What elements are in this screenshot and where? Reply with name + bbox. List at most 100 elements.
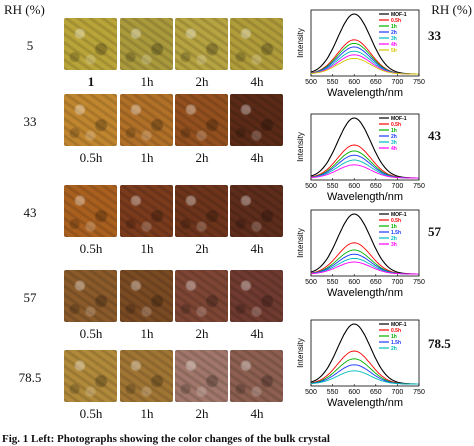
x-tick-label: 500	[305, 279, 317, 286]
crystal-photo	[64, 18, 117, 70]
x-tick-label: 750	[413, 183, 425, 190]
legend-label: 0.5h	[391, 18, 401, 24]
x-tick-label: 700	[392, 279, 404, 286]
spectrum-panel: 500 550 600 650 700 750 Wavelength/nm Intensity…	[293, 108, 425, 204]
legend-label: 1h	[391, 128, 397, 134]
time-label: 4h	[250, 406, 264, 421]
legend-label: 2h	[391, 134, 397, 140]
x-tick-label: 600	[348, 79, 360, 86]
spectrum-curve	[310, 117, 419, 179]
rh-header: RH (%)	[4, 2, 45, 17]
legend-label: 2h	[391, 236, 397, 242]
rh-header-right: RH (%)	[431, 2, 472, 17]
spectrum-curve	[310, 54, 419, 75]
time-label: 1h	[140, 241, 154, 256]
spectrum-curve	[310, 150, 419, 179]
x-tick-label: 550	[327, 183, 339, 190]
x-tick-label: 600	[348, 389, 360, 396]
crystal-photo	[120, 94, 173, 146]
spectrum-curve	[310, 370, 419, 385]
time-label: 4h	[250, 74, 264, 89]
legend-label: 4h	[391, 42, 397, 48]
crystal-photo	[64, 350, 117, 402]
legend-label: 3h	[391, 140, 397, 146]
x-tick-label: 750	[413, 79, 425, 86]
crystal-photo	[64, 94, 117, 146]
x-tick-label: 500	[305, 183, 317, 190]
time-label: 1h	[140, 406, 154, 421]
x-tick-label: 650	[370, 183, 382, 190]
x-axis-label: Wavelength/nm	[327, 397, 403, 409]
time-label: 1	[87, 74, 95, 89]
time-label: 4h	[250, 326, 264, 341]
x-tick-label: 650	[370, 389, 382, 396]
crystal-photo	[175, 18, 228, 70]
spectrum-curve	[310, 13, 419, 75]
spectrum-curve	[310, 164, 419, 179]
spectrum-curve	[310, 57, 419, 75]
crystal-photo	[230, 94, 283, 146]
time-label: 2h	[195, 150, 209, 165]
x-tick-label: 500	[305, 79, 317, 86]
spectrum-chart: 500 550 600 650 700 750 Wavelength/nm Intensity…	[296, 319, 425, 409]
legend-label: 0.5h	[391, 218, 401, 224]
x-tick-label: 550	[327, 279, 339, 286]
time-label: 0.5h	[79, 241, 103, 256]
x-tick-label: 600	[348, 183, 360, 190]
spectrum-curve	[310, 50, 419, 75]
crystal-photo	[230, 350, 283, 402]
time-label: 0.5h	[79, 406, 103, 421]
y-axis-label: Intensity	[296, 28, 305, 58]
legend-label: 5h	[391, 48, 397, 54]
crystal-photo	[120, 185, 173, 237]
rh-value-right: 78.5	[428, 336, 451, 351]
spectrum-curve	[310, 261, 419, 275]
x-tick-label: 750	[413, 389, 425, 396]
legend-label: 1.5h	[391, 230, 401, 236]
spectrum-chart: 500 550 600 650 700 750 Wavelength/nm Intensity…	[296, 209, 425, 299]
time-label: 1h	[140, 150, 154, 165]
x-tick-label: 500	[305, 389, 317, 396]
legend-label: 1h	[391, 24, 397, 30]
rh-value-right: 33	[428, 28, 441, 43]
time-label: 2h	[195, 74, 209, 89]
y-axis-label: Intensity	[296, 132, 305, 162]
crystal-photo	[64, 185, 117, 237]
legend-label: 2h	[391, 30, 397, 36]
time-label: 0.5h	[79, 326, 103, 341]
plot-frame	[310, 9, 420, 77]
y-axis-label: Intensity	[296, 228, 305, 258]
rh-value: 78.5	[18, 370, 42, 385]
crystal-photo	[175, 185, 228, 237]
time-label: 2h	[195, 406, 209, 421]
plot-frame	[310, 113, 420, 181]
x-tick-label: 700	[392, 183, 404, 190]
x-axis-label: Wavelength/nm	[327, 87, 403, 99]
time-label: 0.5h	[79, 150, 103, 165]
legend-label: 0.5h	[391, 328, 401, 334]
spectrum-panel: 500 550 600 650 700 750 Wavelength/nm Intensity…	[293, 204, 425, 300]
crystal-photo	[120, 270, 173, 322]
legend-label: 0.5h	[391, 122, 401, 128]
rh-value: 33	[23, 114, 37, 129]
crystal-photo	[64, 270, 117, 322]
x-axis-label: Wavelength/nm	[327, 191, 403, 203]
legend-label: 1h	[391, 224, 397, 230]
x-tick-label: 750	[413, 279, 425, 286]
figure-caption: Fig. 1 Left: Photographs showing the col…	[2, 433, 330, 445]
y-axis-label: Intensity	[296, 338, 305, 368]
legend-label: 3h	[391, 36, 397, 42]
crystal-photo	[175, 94, 228, 146]
spectrum-curve	[310, 213, 419, 275]
crystal-photo	[120, 350, 173, 402]
time-label: 4h	[250, 150, 264, 165]
legend-label: MOF-1	[391, 116, 407, 122]
crystal-photo	[230, 185, 283, 237]
spectrum-curve	[310, 323, 419, 385]
x-tick-label: 550	[327, 389, 339, 396]
legend-label: MOF-1	[391, 12, 407, 18]
x-tick-label: 600	[348, 279, 360, 286]
spectrum-curve	[310, 364, 419, 385]
crystal-photo	[120, 18, 173, 70]
time-label: 1h	[140, 326, 154, 341]
